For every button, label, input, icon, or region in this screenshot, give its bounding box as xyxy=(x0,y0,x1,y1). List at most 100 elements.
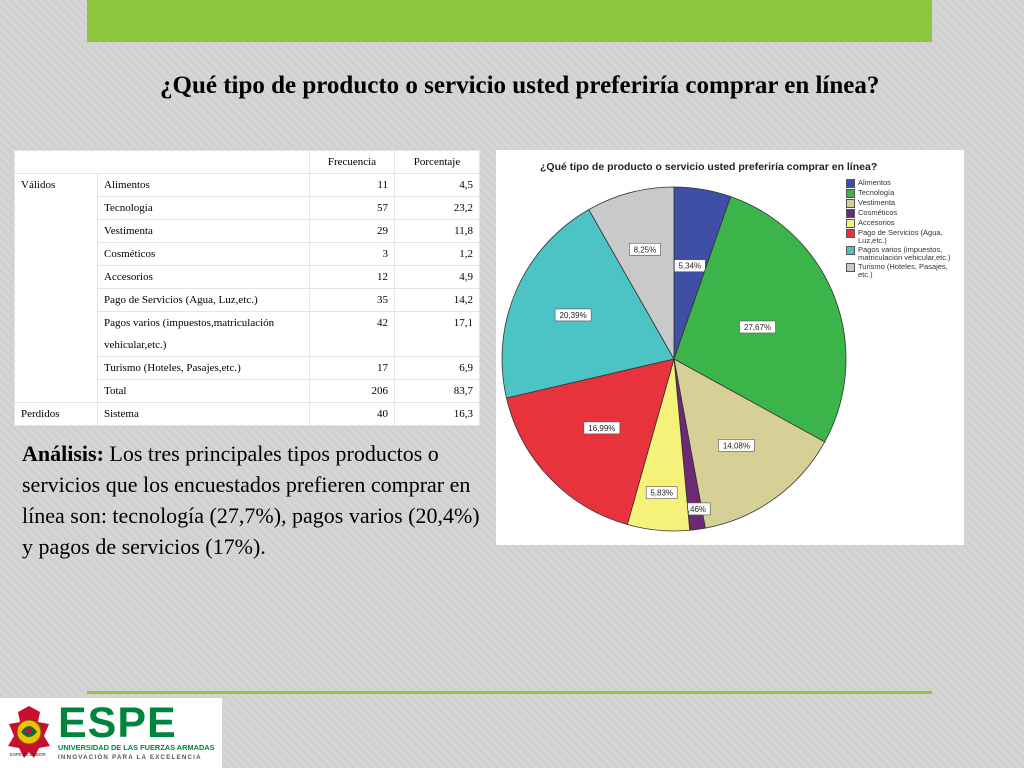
svg-text:16,99%: 16,99% xyxy=(588,424,615,433)
legend-label: Turismo (Hoteles, Pasajes, etc.) xyxy=(858,262,948,279)
pie-slice xyxy=(501,209,675,399)
group-label-perdidos: Perdidos xyxy=(14,402,98,426)
pie-slice-label: 16,99% xyxy=(583,421,621,435)
row-label: Pago de Servicios (Agua, Luz,etc.) xyxy=(97,288,310,312)
row-pct: 4,5 xyxy=(394,173,480,197)
legend-label: Alimentos xyxy=(858,178,891,187)
table-row: Turismo (Hoteles, Pasajes,etc.) 17 6,9 xyxy=(15,356,480,380)
row-freq: 40 xyxy=(309,402,395,426)
legend-item: Cosméticos xyxy=(846,209,962,218)
pie-slice-label: 5,34% xyxy=(673,259,706,273)
table-row: Pago de Servicios (Agua, Luz,etc.) 35 14… xyxy=(15,288,480,312)
slide-title: ¿Qué tipo de producto o servicio usted p… xyxy=(160,72,880,99)
svg-text:27,67%: 27,67% xyxy=(744,323,771,332)
espe-emblem-icon xyxy=(8,706,50,758)
svg-text:5,83%: 5,83% xyxy=(650,489,673,498)
row-freq: 17 xyxy=(309,356,395,380)
legend-swatch xyxy=(846,189,855,198)
pie-slice xyxy=(505,358,675,526)
legend-label: Vestimenta xyxy=(858,198,896,207)
legend-swatch xyxy=(846,263,855,272)
legend-label: Cosméticos xyxy=(858,208,898,217)
analysis-heading: Análisis: xyxy=(22,441,104,466)
pie-slice-label: 27,67% xyxy=(739,320,776,334)
top-accent-bar xyxy=(87,0,932,42)
legend-item: Alimentos xyxy=(846,179,962,188)
row-pct: 1,2 xyxy=(394,242,480,266)
logo-wordmark: ESPE xyxy=(58,699,177,747)
legend-label: Accesorios xyxy=(858,218,895,227)
analysis-text: Los tres principales tipos productos o s… xyxy=(22,441,480,559)
row-freq: 12 xyxy=(309,265,395,289)
svg-text:8,25%: 8,25% xyxy=(634,245,657,254)
row-label: Alimentos xyxy=(97,173,310,197)
row-pct: 6,9 xyxy=(394,356,480,380)
legend-item: Vestimenta xyxy=(846,199,962,208)
table-row: Accesorios 12 4,9 xyxy=(15,265,480,289)
frequency-table: Frecuencia Porcentaje Válidos Alimentos … xyxy=(14,150,480,426)
row-freq: 42 xyxy=(309,311,395,357)
logo-subtitle: UNIVERSIDAD DE LAS FUERZAS ARMADAS xyxy=(58,743,215,752)
row-pct: 23,2 xyxy=(394,196,480,220)
row-freq: 29 xyxy=(309,219,395,243)
table-header-row: Frecuencia Porcentaje xyxy=(14,150,480,174)
svg-text:5,34%: 5,34% xyxy=(678,262,701,271)
pie-chart-panel: ¿Qué tipo de producto o servicio usted p… xyxy=(496,150,964,545)
pie-slice-label: 20,39% xyxy=(554,308,592,322)
pie-slice xyxy=(673,196,847,443)
legend-item: Tecnología xyxy=(846,189,962,198)
table-header-empty xyxy=(14,150,310,174)
svg-text:20,39%: 20,39% xyxy=(560,311,587,320)
legend-swatch xyxy=(846,179,855,188)
table-header-frecuencia: Frecuencia xyxy=(309,150,395,174)
pie-slice-label: 5,83% xyxy=(645,486,678,499)
legend-label: Pago de Servicios (Agua, Luz,etc.) xyxy=(858,228,943,245)
espe-logo: ESPE ECUADOR ESPE UNIVERSIDAD DE LAS FUE… xyxy=(0,698,222,768)
legend-swatch xyxy=(846,209,855,218)
row-freq: 3 xyxy=(309,242,395,266)
legend-item: Turismo (Hoteles, Pasajes, etc.) xyxy=(846,263,962,279)
row-freq: 206 xyxy=(309,379,395,403)
legend-swatch xyxy=(846,246,855,255)
legend-item: Pago de Servicios (Agua, Luz,etc.) xyxy=(846,229,962,245)
table-row: Perdidos Sistema 40 16,3 xyxy=(14,402,480,426)
emblem-caption: ESPE ECUADOR xyxy=(10,752,46,757)
pie-slice-label: 14,08% xyxy=(718,439,755,452)
row-label: Tecnología xyxy=(97,196,310,220)
row-freq: 35 xyxy=(309,288,395,312)
row-label: Sistema xyxy=(97,402,310,426)
table-header-porcentaje: Porcentaje xyxy=(394,150,480,174)
row-label: Turismo (Hoteles, Pasajes,etc.) xyxy=(97,356,310,380)
row-label: Vestimenta xyxy=(97,219,310,243)
row-pct: 11,8 xyxy=(394,219,480,243)
legend-label: Pagos varios (impuestos, matriculación v… xyxy=(858,245,951,262)
chart-legend: Alimentos Tecnología Vestimenta Cosméticos A… xyxy=(846,179,962,280)
legend-item: Accesorios xyxy=(846,219,962,228)
row-pct: 16,3 xyxy=(394,402,480,426)
pie-chart: 5,34% 27,67% 14,08% 1,46% 5,83% 16,99% 20,39% 8… xyxy=(501,186,847,532)
table-row: Tecnología 57 23,2 xyxy=(15,196,480,220)
row-freq: 11 xyxy=(309,173,395,197)
row-label: Accesorios xyxy=(97,265,310,289)
row-label: Pagos varios (impuestos,matriculación ve… xyxy=(97,311,310,357)
analysis-paragraph: Análisis: Los tres principales tipos pro… xyxy=(22,438,482,562)
row-pct: 83,7 xyxy=(394,379,480,403)
legend-label: Tecnología xyxy=(858,188,895,197)
pie-slice xyxy=(588,186,675,361)
legend-swatch xyxy=(846,219,855,228)
row-pct: 17,1 xyxy=(394,311,480,357)
row-label: Cosméticos xyxy=(97,242,310,266)
row-label: Total xyxy=(97,379,310,403)
chart-title: ¿Qué tipo de producto o servicio usted p… xyxy=(540,161,878,173)
group-label-validos: Válidos xyxy=(14,173,98,403)
legend-swatch xyxy=(846,229,855,238)
logo-tagline: INNOVACIÓN PARA LA EXCELENCIA xyxy=(58,754,202,761)
table-row: Válidos Alimentos 11 4,5 xyxy=(14,173,480,403)
bottom-accent-line xyxy=(87,691,932,694)
row-freq: 57 xyxy=(309,196,395,220)
legend-item: Pagos varios (impuestos, matriculación v… xyxy=(846,246,962,262)
svg-text:14,08%: 14,08% xyxy=(723,441,750,450)
svg-text:1,46%: 1,46% xyxy=(683,505,706,514)
row-pct: 4,9 xyxy=(394,265,480,289)
row-pct: 14,2 xyxy=(394,288,480,312)
